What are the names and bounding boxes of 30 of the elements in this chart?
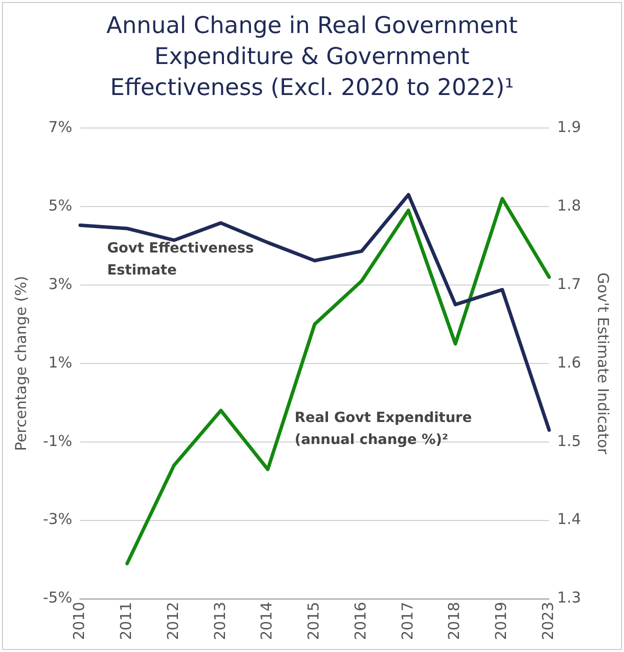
y2-tick-label: 1.4 [557,510,582,528]
y-tick-label: -3% [42,510,72,528]
x-tick-label: 2014 [258,602,276,640]
y2-tick-label: 1.6 [557,353,582,372]
series-label: Real Govt Expenditure (annual change %)² [294,410,472,448]
y2-tick-label: 1.8 [557,196,582,214]
x-tick-label: 2017 [398,602,416,640]
y-axis-title: Percentage change (%) [12,276,30,451]
y-tick-label: 1% [48,353,72,372]
y2-tick-label: 1.7 [557,274,582,293]
y2-axis-title: Gov't Estimate Indicator [594,272,612,456]
x-tick-label: 2016 [351,602,370,640]
y-tick-label: -5% [42,588,72,607]
x-tick-label: 2023 [539,602,558,640]
x-tick-label: 2019 [492,602,510,640]
x-tick-label: 2018 [445,602,464,640]
x-tick-label: 2010 [70,602,88,640]
y2-tick-label: 1.3 [557,588,582,607]
y2-tick-label: 1.5 [557,432,582,450]
x-tick-label: 2015 [304,602,323,640]
y2-tick-label: 1.9 [557,118,582,136]
y-tick-label: 7% [48,118,72,136]
series-label: Govt Effectiveness Estimate [107,240,254,278]
x-tick-label: 2011 [116,602,135,640]
x-tick-label: 2013 [210,602,229,640]
x-tick-label: 2012 [164,602,182,640]
chart-title: Annual Change in Real Government Expenditure & Government Effectiveness (Excl. 2020 to 2022)¹ [105,12,519,103]
y-tick-label: 3% [48,274,72,293]
y-tick-label: -1% [42,432,72,450]
y-tick-label: 5% [48,196,72,214]
